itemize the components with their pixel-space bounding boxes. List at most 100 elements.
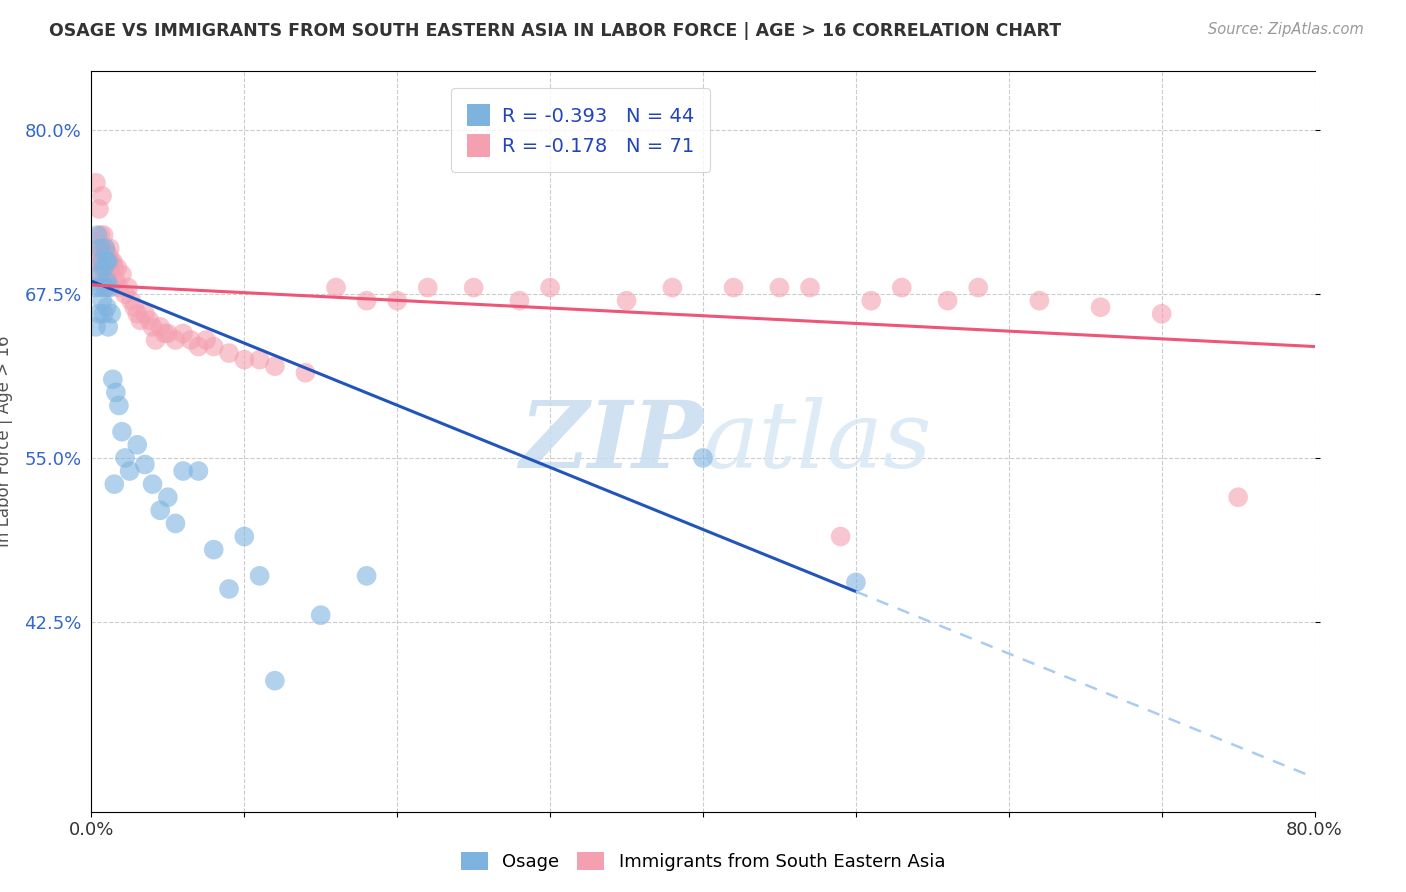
Point xyxy=(120,293,142,308)
Point xyxy=(83,254,105,268)
Point xyxy=(90,241,112,255)
Point xyxy=(890,280,912,294)
Point xyxy=(936,293,959,308)
Point xyxy=(97,254,120,268)
Point xyxy=(202,339,225,353)
Point xyxy=(83,280,105,294)
Point xyxy=(149,319,172,334)
Point xyxy=(768,280,790,294)
Point xyxy=(87,307,110,321)
Point xyxy=(111,425,134,439)
Point xyxy=(96,248,118,262)
Point xyxy=(98,241,121,255)
Point xyxy=(114,450,136,465)
Point xyxy=(661,280,683,294)
Point xyxy=(87,254,110,268)
Point xyxy=(692,450,714,465)
Point xyxy=(187,464,209,478)
Point xyxy=(87,268,110,282)
Point xyxy=(249,569,271,583)
Point xyxy=(84,319,107,334)
Point xyxy=(90,280,112,294)
Text: Source: ZipAtlas.com: Source: ZipAtlas.com xyxy=(1208,22,1364,37)
Point xyxy=(129,313,152,327)
Point xyxy=(187,339,209,353)
Legend: R = -0.393   N = 44, R = -0.178   N = 71: R = -0.393 N = 44, R = -0.178 N = 71 xyxy=(451,88,710,172)
Point xyxy=(294,366,316,380)
Point xyxy=(104,274,127,288)
Point xyxy=(118,464,141,478)
Y-axis label: In Labor Force | Age > 16: In Labor Force | Age > 16 xyxy=(0,335,13,548)
Point xyxy=(233,352,256,367)
Point xyxy=(104,385,127,400)
Point xyxy=(165,516,187,531)
Point xyxy=(1227,490,1250,504)
Point xyxy=(172,464,194,478)
Point xyxy=(172,326,194,341)
Point xyxy=(416,280,439,294)
Point xyxy=(100,254,122,268)
Point xyxy=(830,530,852,544)
Point xyxy=(325,280,347,294)
Point xyxy=(233,530,256,544)
Point xyxy=(127,438,149,452)
Point xyxy=(90,268,112,282)
Point xyxy=(249,352,271,367)
Point xyxy=(93,254,115,268)
Point xyxy=(96,280,118,294)
Point xyxy=(145,333,167,347)
Point xyxy=(114,287,136,301)
Point xyxy=(134,307,156,321)
Point xyxy=(122,300,145,314)
Point xyxy=(799,280,821,294)
Point xyxy=(616,293,638,308)
Point xyxy=(723,280,745,294)
Point xyxy=(91,189,114,203)
Text: OSAGE VS IMMIGRANTS FROM SOUTH EASTERN ASIA IN LABOR FORCE | AGE > 16 CORRELATIO: OSAGE VS IMMIGRANTS FROM SOUTH EASTERN A… xyxy=(49,22,1062,40)
Point xyxy=(509,293,531,308)
Point xyxy=(97,268,120,282)
Point xyxy=(141,477,163,491)
Point xyxy=(101,372,124,386)
Point xyxy=(538,280,561,294)
Point xyxy=(1028,293,1050,308)
Point xyxy=(91,241,114,255)
Point xyxy=(264,359,287,374)
Point xyxy=(93,307,115,321)
Point xyxy=(96,254,118,268)
Point xyxy=(91,293,114,308)
Point xyxy=(93,260,115,275)
Point xyxy=(91,254,114,268)
Legend: Osage, Immigrants from South Eastern Asia: Osage, Immigrants from South Eastern Asi… xyxy=(453,845,953,879)
Point xyxy=(111,268,134,282)
Point xyxy=(98,280,121,294)
Point xyxy=(127,307,149,321)
Point xyxy=(165,333,187,347)
Point xyxy=(845,575,868,590)
Point xyxy=(356,569,378,583)
Point xyxy=(264,673,287,688)
Point xyxy=(86,241,108,255)
Point xyxy=(202,542,225,557)
Point xyxy=(218,582,240,596)
Text: atlas: atlas xyxy=(703,397,932,486)
Point xyxy=(84,176,107,190)
Point xyxy=(1090,300,1112,314)
Point xyxy=(156,326,179,341)
Point xyxy=(309,608,332,623)
Point xyxy=(98,260,121,275)
Point xyxy=(94,241,117,255)
Point xyxy=(101,254,124,268)
Point xyxy=(356,293,378,308)
Point xyxy=(138,313,160,327)
Point xyxy=(117,280,139,294)
Point xyxy=(149,503,172,517)
Point xyxy=(90,228,112,243)
Point xyxy=(385,293,409,308)
Point xyxy=(218,346,240,360)
Point xyxy=(100,307,122,321)
Text: ZIP: ZIP xyxy=(519,397,703,486)
Point xyxy=(105,260,128,275)
Point xyxy=(463,280,485,294)
Point xyxy=(967,280,990,294)
